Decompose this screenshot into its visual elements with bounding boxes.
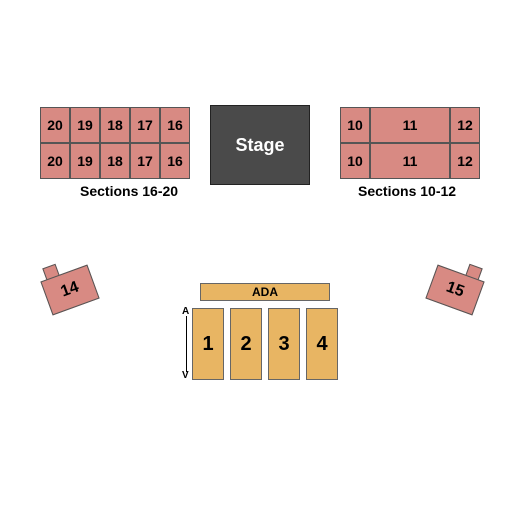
section-16[interactable]: 16 (160, 107, 190, 143)
section-12[interactable]: 12 (450, 107, 480, 143)
row-range-line (186, 316, 187, 372)
floor-section-1[interactable]: 1 (192, 308, 224, 380)
floor-section-3[interactable]: 3 (268, 308, 300, 380)
section-10[interactable]: 10 (340, 143, 370, 179)
section-17[interactable]: 17 (130, 107, 160, 143)
section-16[interactable]: 16 (160, 143, 190, 179)
floor-section-2[interactable]: 2 (230, 308, 262, 380)
sections-right-caption: Sections 10-12 (358, 183, 456, 199)
section-11[interactable]: 11 (370, 143, 450, 179)
stage: Stage (210, 105, 310, 185)
section-20[interactable]: 20 (40, 107, 70, 143)
ada-section[interactable]: ADA (200, 283, 330, 301)
section-18[interactable]: 18 (100, 143, 130, 179)
section-17[interactable]: 17 (130, 143, 160, 179)
section-11[interactable]: 11 (370, 107, 450, 143)
section-10[interactable]: 10 (340, 107, 370, 143)
sections-left-caption: Sections 16-20 (80, 183, 178, 199)
section-19[interactable]: 19 (70, 107, 100, 143)
seating-chart: Stage 2019181716 2019181716 Sections 16-20 1… (0, 0, 525, 525)
section-20[interactable]: 20 (40, 143, 70, 179)
floor-section-4[interactable]: 4 (306, 308, 338, 380)
section-12[interactable]: 12 (450, 143, 480, 179)
section-19[interactable]: 19 (70, 143, 100, 179)
section-18[interactable]: 18 (100, 107, 130, 143)
